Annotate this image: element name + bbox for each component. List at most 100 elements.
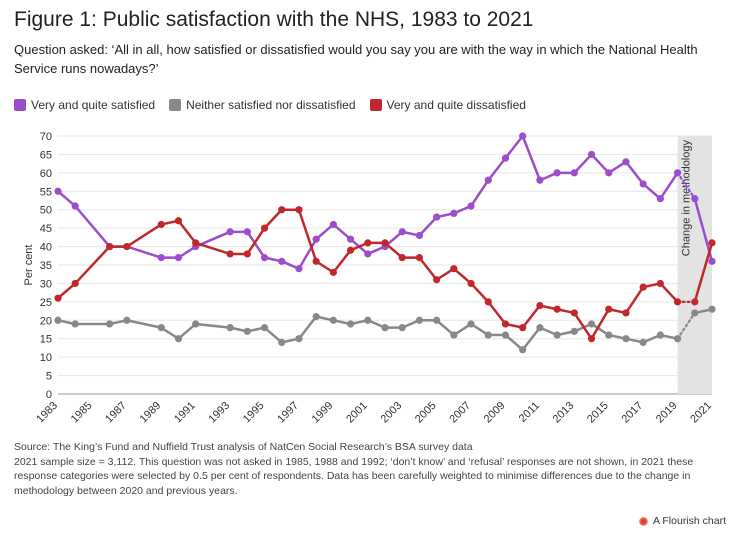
series-1-point[interactable] [243,327,251,335]
series-2-point[interactable] [71,279,79,288]
series-1-point[interactable] [656,331,664,339]
series-0-point[interactable] [312,235,320,243]
series-0-point[interactable] [656,195,664,203]
legend-item-neither[interactable]: Neither satisfied nor dissatisfied [169,98,356,112]
series-2-point[interactable] [450,265,458,273]
series-0-point[interactable] [174,254,183,262]
series-2-point[interactable] [226,250,234,258]
series-2-point[interactable] [415,254,424,262]
series-1-point[interactable] [123,316,131,324]
series-2-point[interactable] [243,250,251,258]
series-1-point[interactable] [570,327,578,335]
flourish-credit[interactable]: A Flourish chart [639,515,726,527]
series-0-point[interactable] [484,176,492,184]
series-0-point[interactable] [450,209,458,217]
series-0-point[interactable] [433,213,441,221]
series-2-point[interactable] [123,242,131,251]
series-0-point[interactable] [226,228,234,236]
series-1-point[interactable] [708,305,716,313]
series-0-point[interactable] [501,154,510,162]
series-1-point[interactable] [605,331,613,339]
series-0-point[interactable] [553,169,561,177]
series-1-point[interactable] [587,320,596,328]
series-2-point[interactable] [278,206,286,214]
series-2-point[interactable] [639,283,647,291]
series-0-point[interactable] [519,132,527,140]
series-2-point[interactable] [484,298,492,306]
series-1-point[interactable] [639,338,647,346]
series-1-point[interactable] [673,335,682,343]
series-2-point[interactable] [467,279,475,288]
series-2-point[interactable] [106,242,114,251]
series-0-point[interactable] [415,231,424,240]
series-1-point[interactable] [174,335,183,343]
series-2-point[interactable] [192,239,200,247]
series-0-point[interactable] [260,254,269,262]
series-2-point[interactable] [519,324,527,332]
series-2-point[interactable] [381,239,389,247]
series-1-point[interactable] [192,320,200,328]
series-1-point[interactable] [519,346,527,354]
series-2-point[interactable] [433,276,441,284]
series-0-point[interactable] [673,169,682,177]
series-0-point[interactable] [536,176,544,184]
series-0-point[interactable] [346,235,355,243]
series-1-point[interactable] [71,320,79,328]
series-2-point[interactable] [605,305,613,313]
series-1-point[interactable] [467,320,475,328]
series-2-point[interactable] [260,224,269,232]
legend-item-satisfied[interactable]: Very and quite satisfied [14,98,155,112]
series-2-point[interactable] [673,298,682,306]
series-1-point[interactable] [553,331,561,339]
series-1-point[interactable] [278,338,286,346]
series-1-point[interactable] [312,313,320,321]
series-2-point[interactable] [398,254,406,262]
series-2-point[interactable] [312,257,320,265]
series-2-point[interactable] [536,301,544,310]
legend-item-dissatisfied[interactable]: Very and quite dissatisfied [369,98,526,112]
series-2-point[interactable] [656,279,664,288]
series-0-point[interactable] [243,228,251,236]
series-0-point[interactable] [605,169,613,177]
series-2-point[interactable] [570,309,578,317]
series-2-point[interactable] [708,239,716,247]
series-0-point[interactable] [157,254,165,262]
series-0-point[interactable] [467,202,475,210]
series-0-point[interactable] [295,265,303,273]
series-0-point[interactable] [691,195,699,203]
series-2-point[interactable] [622,309,630,317]
series-2-point[interactable] [54,294,62,302]
series-1-point[interactable] [381,324,389,332]
series-2-point[interactable] [587,335,596,343]
series-0-point[interactable] [708,257,716,265]
series-0-point[interactable] [71,202,79,210]
series-2-point[interactable] [174,217,183,225]
series-0-point[interactable] [639,180,647,188]
series-0-point[interactable] [622,158,630,166]
series-1-point[interactable] [329,316,337,324]
series-1-point[interactable] [691,309,699,317]
series-0-point[interactable] [398,228,406,236]
series-0-point[interactable] [278,257,286,265]
series-0-point[interactable] [54,187,62,195]
series-2-point[interactable] [346,246,355,254]
series-0-point[interactable] [329,220,337,229]
series-2-point[interactable] [329,268,337,276]
series-1-point[interactable] [484,331,492,339]
series-1-point[interactable] [226,324,234,332]
series-0-point[interactable] [570,169,578,177]
series-0-point[interactable] [364,250,372,258]
series-1-point[interactable] [106,320,114,328]
series-2-point[interactable] [691,298,699,306]
series-0-point[interactable] [587,150,596,159]
series-1-point[interactable] [54,316,62,324]
series-2-point[interactable] [553,305,561,313]
series-2-point[interactable] [501,320,510,328]
series-1-point[interactable] [295,335,303,343]
series-1-point[interactable] [622,335,630,343]
series-1-point[interactable] [450,331,458,339]
series-1-point[interactable] [415,316,424,324]
series-1-point[interactable] [157,324,165,332]
series-1-point[interactable] [346,320,355,328]
series-1-point[interactable] [433,316,441,324]
